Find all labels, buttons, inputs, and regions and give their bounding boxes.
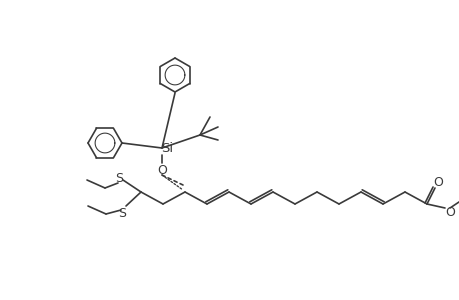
Text: O: O bbox=[157, 164, 167, 176]
Text: S: S bbox=[118, 208, 126, 220]
Text: O: O bbox=[444, 206, 454, 220]
Text: S: S bbox=[115, 172, 123, 184]
Text: Si: Si bbox=[161, 142, 173, 155]
Text: O: O bbox=[432, 176, 442, 188]
